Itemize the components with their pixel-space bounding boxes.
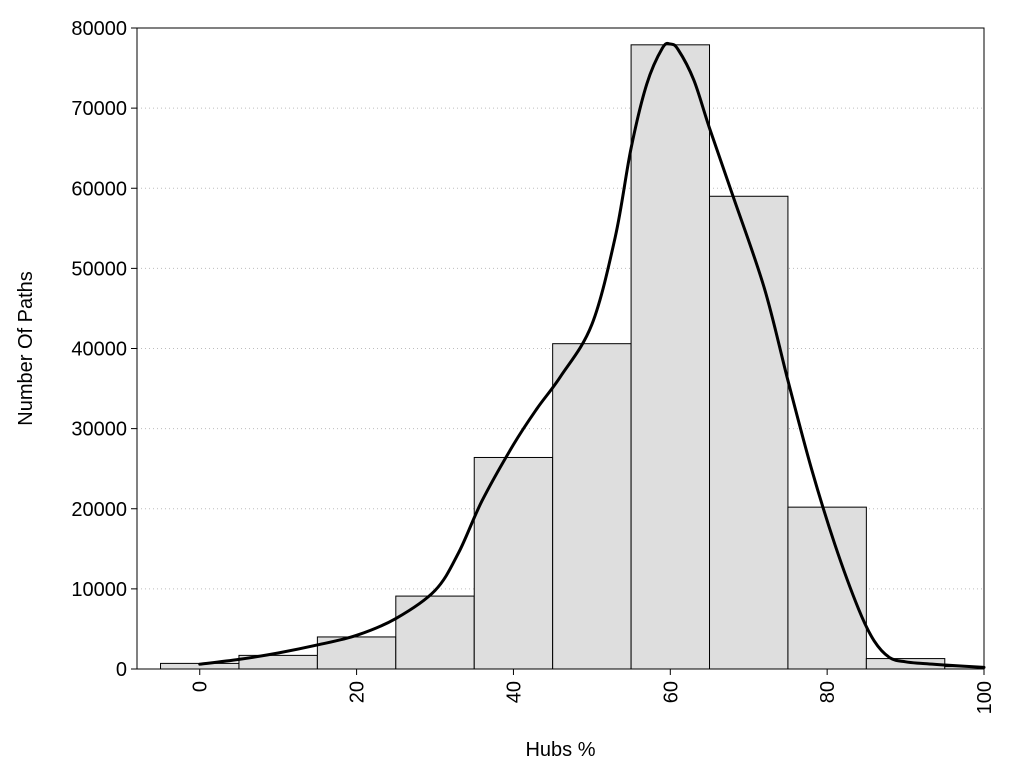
y-axis: 0 10000 20000 30000 40000 50000 60000 70000 8000… [71,18,137,681]
x-tick-label-3: 60 [660,681,682,703]
y-tick-label-0: 0 [116,659,127,681]
x-tick-label-4: 80 [817,681,839,703]
histogram-bar-6 [630,44,711,670]
y-axis-title: Number Of Paths [15,271,37,426]
y-tick-label-6: 60000 [71,178,127,200]
x-tick-label-1: 20 [347,681,369,703]
histogram-bars [160,44,985,670]
x-tick-label-5: 100 [974,681,996,714]
histogram-bar-8 [787,506,867,670]
y-tick-label-5: 50000 [71,258,127,280]
histogram-bar-4 [473,456,554,670]
x-axis-title: Hubs % [525,739,595,761]
y-tick-label-7: 70000 [71,98,127,120]
histogram-bar-3 [395,595,475,670]
histogram-bar-7 [709,195,789,670]
histogram-bar-5 [552,343,632,670]
y-tick-label-8: 80000 [71,18,127,40]
y-tick-label-3: 30000 [71,419,127,441]
x-axis: 0 20 40 60 80 100 [190,669,996,714]
density-curve-layer [198,41,986,669]
x-tick-label-2: 40 [503,681,525,703]
y-tick-label-4: 40000 [71,339,127,361]
x-tick-label-0: 0 [190,681,212,692]
y-tick-label-1: 10000 [71,579,127,601]
y-tick-label-2: 20000 [71,499,127,521]
density-curve [198,41,986,669]
